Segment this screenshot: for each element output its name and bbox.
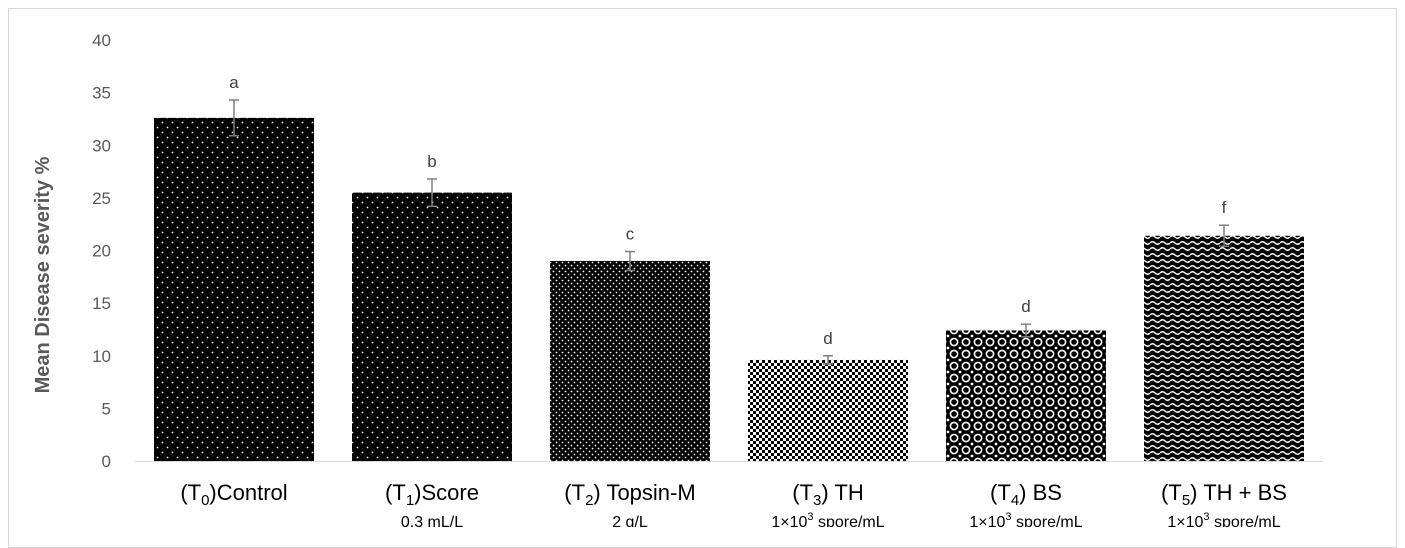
y-axis-label: Mean Disease severity % xyxy=(32,156,54,393)
category-label: (T1)Score xyxy=(385,480,479,509)
error-bar xyxy=(229,99,239,137)
significance-letter: a xyxy=(229,73,239,92)
error-bar xyxy=(1021,323,1031,338)
category-label: (T0)Control xyxy=(180,480,287,509)
significance-letter: d xyxy=(823,329,832,348)
category-sublabel: 2 g/L xyxy=(612,514,648,527)
y-tick-label: 20 xyxy=(92,242,111,261)
bar xyxy=(352,192,512,462)
category-label: (T3) TH xyxy=(792,480,863,509)
y-tick-label: 25 xyxy=(92,189,111,208)
category-label: (T2) Topsin-M xyxy=(564,480,695,509)
error-bar xyxy=(427,178,437,208)
y-tick-label: 30 xyxy=(92,136,111,155)
bar xyxy=(154,117,314,461)
bar xyxy=(748,359,908,461)
category-label: (T4) BS xyxy=(990,480,1062,509)
category-sublabel: 1×103 spore/mL xyxy=(969,511,1082,527)
y-tick-label: 5 xyxy=(102,399,111,418)
bars: a b c d d f xyxy=(154,73,1304,462)
category-sublabel: 1×103 spore/mL xyxy=(771,511,884,527)
significance-letter: f xyxy=(1222,198,1227,217)
error-bar xyxy=(625,250,635,272)
bar-chart: 0 5 10 15 20 25 30 35 40 a b c d d f (T0)Control (T1)S… xyxy=(32,31,1323,527)
category-label: (T5) TH + BS xyxy=(1161,480,1287,509)
significance-letter: b xyxy=(427,152,436,171)
bar xyxy=(946,330,1106,461)
y-tick-label: 10 xyxy=(92,347,111,366)
category-sublabel: 1×103 spore/mL xyxy=(1167,511,1280,527)
x-axis: (T0)Control (T1)Score 0.3 mL/L (T2) Topsin-… xyxy=(135,461,1323,527)
bar xyxy=(1144,235,1304,461)
y-tick-label: 15 xyxy=(92,294,111,313)
significance-letter: d xyxy=(1021,297,1030,316)
error-bar xyxy=(823,355,833,365)
y-axis: 0 5 10 15 20 25 30 35 40 xyxy=(92,31,111,471)
y-tick-label: 35 xyxy=(92,84,111,103)
bar xyxy=(550,261,710,461)
category-sublabel: 0.3 mL/L xyxy=(401,514,463,527)
y-tick-label: 0 xyxy=(102,452,111,471)
significance-letter: c xyxy=(626,225,635,244)
y-tick-label: 40 xyxy=(92,31,111,50)
error-bar xyxy=(1219,224,1229,248)
